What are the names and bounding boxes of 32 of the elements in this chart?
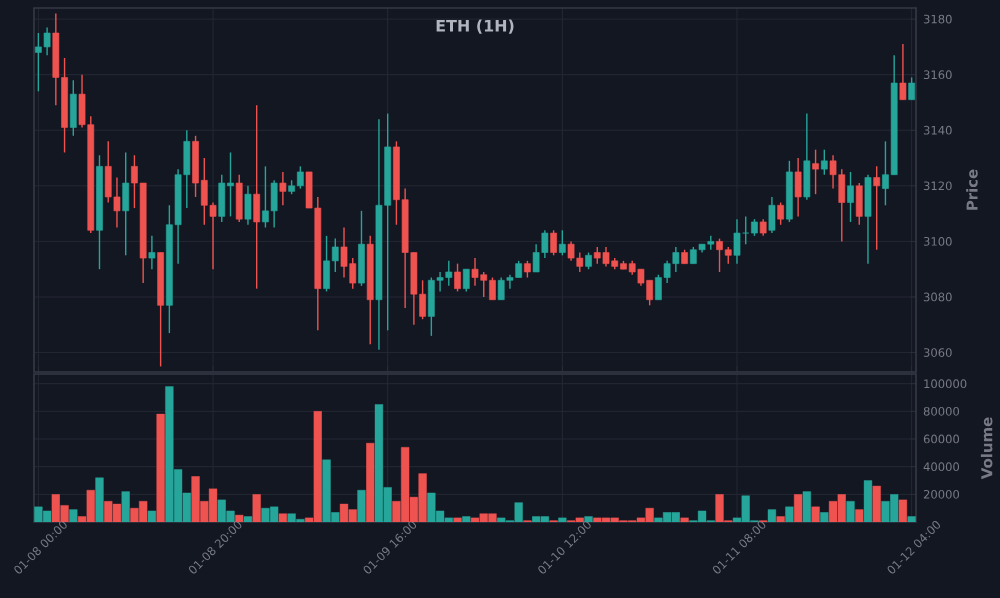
candlestick (122, 151, 130, 256)
candlestick (358, 210, 365, 287)
candlestick (733, 218, 741, 265)
candlestick (768, 196, 776, 234)
candlestick (235, 174, 243, 223)
candlestick (908, 76, 915, 101)
candlestick (803, 112, 811, 201)
candlestick (279, 171, 287, 206)
candlestick (454, 262, 461, 293)
candlestick (602, 246, 610, 268)
candlestick (43, 26, 51, 56)
candlestick (873, 165, 881, 251)
candlestick (558, 229, 566, 256)
candlestick (253, 104, 261, 290)
candlestick (462, 268, 470, 293)
candlestick (218, 174, 226, 223)
candlestick (777, 201, 785, 226)
candlestick (899, 43, 907, 101)
candlestick (270, 179, 278, 229)
candlestick (148, 235, 156, 270)
candlestick (244, 185, 252, 226)
candlestick (864, 174, 872, 265)
candlestick (550, 229, 557, 256)
candlestick (340, 226, 348, 279)
candlestick (812, 149, 819, 195)
candlestick (471, 257, 479, 287)
candlestick (794, 157, 802, 218)
candlestick (820, 149, 828, 176)
candlestick (855, 182, 863, 226)
candlestick (847, 171, 854, 223)
candlestick (786, 160, 793, 223)
candlestick (69, 79, 77, 137)
